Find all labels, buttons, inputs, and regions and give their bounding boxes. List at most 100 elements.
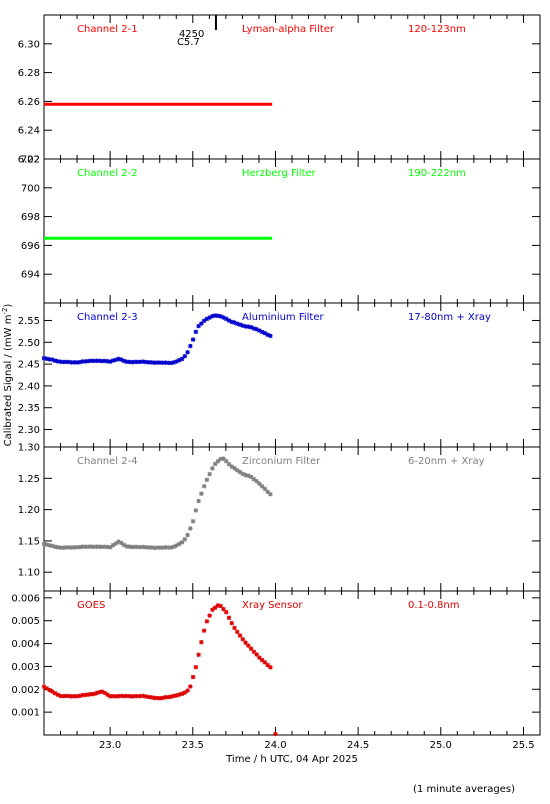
- panel-channel-label: Channel 2-3: [77, 312, 138, 323]
- x-axis-label: Time / h UTC, 04 Apr 2025: [225, 754, 358, 765]
- data-point: [218, 603, 223, 609]
- y-tick-label: 2.45: [18, 360, 40, 371]
- y-tick-label: 2.35: [18, 403, 40, 414]
- data-point: [268, 333, 273, 339]
- data-point: [190, 674, 196, 680]
- star-stroke: [196, 498, 201, 504]
- star-stroke: [196, 652, 201, 657]
- star-stroke: [190, 337, 196, 342]
- star-stroke: [262, 486, 268, 492]
- star-stroke: [50, 689, 55, 694]
- y-tick-label: 6.26: [18, 97, 40, 108]
- data-point: [185, 350, 190, 355]
- data-point: [188, 526, 193, 531]
- footnote: (1 minute averages): [413, 784, 515, 795]
- star-stroke: [237, 469, 243, 475]
- y-tick-label: 700: [21, 183, 40, 194]
- star-stroke: [210, 466, 215, 471]
- data-point: [188, 343, 193, 349]
- star-stroke: [168, 360, 174, 366]
- y-tick-label: 1.20: [18, 505, 40, 516]
- star-stroke: [268, 492, 273, 497]
- star-stroke: [259, 484, 265, 489]
- panel-channel-label: Channel 2-4: [77, 456, 138, 467]
- star-stroke: [226, 615, 232, 620]
- data-point: [193, 664, 199, 670]
- y-tick-label: 6.22: [18, 155, 40, 166]
- data-point: [254, 652, 259, 657]
- flare-class-label: C5.7: [177, 37, 200, 48]
- y-tick-label: 0.001: [11, 708, 40, 719]
- star-stroke: [240, 323, 245, 328]
- y-tick-label: 1.10: [18, 568, 40, 579]
- star-stroke: [193, 508, 199, 513]
- star-stroke: [273, 731, 278, 737]
- star-stroke: [182, 354, 187, 359]
- data-point: [240, 637, 245, 642]
- star-stroke: [237, 633, 243, 638]
- panel-filter-label: Aluminium Filter: [242, 312, 325, 323]
- data-point: [204, 477, 210, 483]
- data-point: [182, 354, 188, 359]
- star-stroke: [224, 459, 229, 464]
- star-stroke: [185, 350, 190, 355]
- star-stroke: [47, 687, 52, 693]
- star-stroke: [232, 625, 237, 631]
- star-stroke: [44, 686, 49, 691]
- y-tick-label: 0.002: [11, 685, 40, 696]
- star-stroke: [221, 456, 226, 461]
- star-stroke: [221, 315, 226, 320]
- star-stroke: [237, 322, 243, 327]
- star-stroke: [246, 643, 251, 648]
- y-tick-label: 1.25: [18, 474, 40, 485]
- y-axis-label: Calibrated Signal / (mW m-2): [1, 304, 14, 447]
- panel-range-label: 6-20nm + Xray: [408, 456, 485, 467]
- data-point: [235, 629, 240, 635]
- data-point: [273, 731, 278, 737]
- panel-range-label: 190-222nm: [408, 168, 466, 179]
- star-stroke: [259, 329, 265, 335]
- star-stroke: [232, 466, 237, 471]
- star-stroke: [254, 478, 259, 484]
- y-tick-label: 0.006: [11, 593, 40, 604]
- data-point: [174, 359, 179, 364]
- star-stroke: [185, 688, 190, 693]
- data-point: [201, 628, 207, 633]
- y-tick-label: 694: [21, 270, 40, 281]
- star-stroke: [218, 603, 223, 609]
- star-stroke: [116, 356, 121, 362]
- star-stroke: [259, 657, 265, 663]
- panel-filter-label: Herzberg Filter: [242, 168, 317, 179]
- data-point: [193, 508, 199, 513]
- star-stroke: [50, 357, 55, 362]
- data-point: [188, 684, 193, 689]
- star-stroke: [182, 537, 187, 542]
- data-point: [55, 692, 61, 697]
- star-stroke: [193, 329, 199, 335]
- star-stroke: [190, 674, 196, 680]
- star-stroke: [199, 640, 204, 645]
- data-point: [243, 640, 248, 645]
- y-tick-label: 6.30: [18, 39, 40, 50]
- star-stroke: [257, 655, 262, 660]
- x-tick-label: 24.0: [264, 740, 286, 751]
- y-tick-label: 6.28: [18, 68, 40, 79]
- y-tick-label: 6.24: [18, 126, 40, 137]
- data-point: [251, 476, 257, 482]
- star-stroke: [254, 652, 259, 657]
- panel-filter-label: Xray Sensor: [242, 600, 303, 611]
- star-stroke: [171, 693, 176, 699]
- y-tick-label: 0.005: [11, 616, 40, 627]
- star-stroke: [99, 689, 105, 694]
- star-stroke: [246, 473, 251, 478]
- star-stroke: [218, 314, 223, 319]
- star-stroke: [185, 532, 190, 538]
- star-stroke: [224, 316, 229, 321]
- star-stroke: [248, 646, 254, 651]
- star-stroke: [121, 358, 127, 364]
- data-point: [268, 492, 273, 497]
- star-stroke: [218, 456, 223, 462]
- data-point: [224, 610, 229, 615]
